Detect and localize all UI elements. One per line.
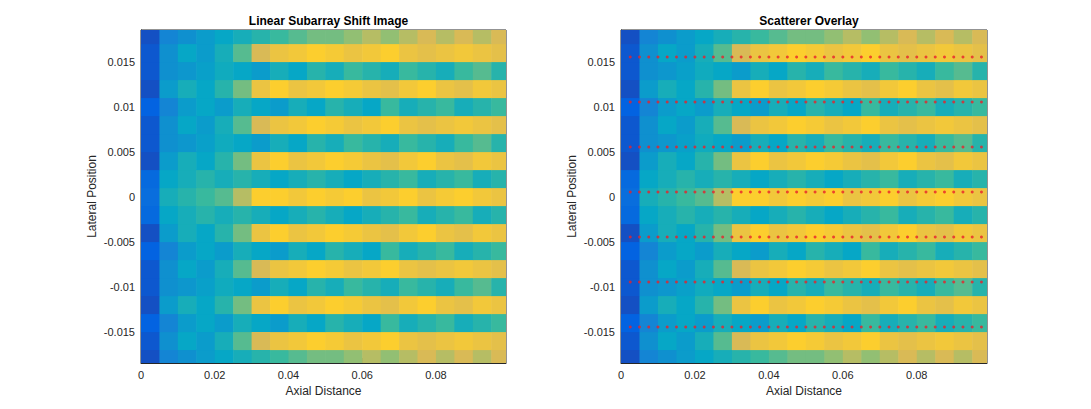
svg-text:-0.01: -0.01 [590,281,615,293]
svg-text:Linear Subarray Shift Image: Linear Subarray Shift Image [249,14,409,28]
svg-text:-0.005: -0.005 [584,236,615,248]
svg-text:0.015: 0.015 [587,56,615,68]
svg-text:0.02: 0.02 [684,369,705,381]
svg-text:0.01: 0.01 [114,101,135,113]
svg-text:0.015: 0.015 [107,56,135,68]
svg-text:0.06: 0.06 [352,369,373,381]
svg-text:0.02: 0.02 [204,369,225,381]
svg-text:Axial Distance: Axial Distance [285,384,361,398]
svg-text:0.04: 0.04 [278,369,299,381]
svg-text:0: 0 [129,191,135,203]
svg-text:-0.005: -0.005 [104,236,135,248]
svg-text:-0.015: -0.015 [104,326,135,338]
svg-text:0.005: 0.005 [587,146,615,158]
svg-text:Lateral Position: Lateral Position [565,155,579,238]
svg-text:Lateral Position: Lateral Position [85,155,99,238]
svg-text:0.04: 0.04 [758,369,779,381]
svg-text:0.005: 0.005 [107,146,135,158]
svg-text:0: 0 [618,369,624,381]
svg-text:0.01: 0.01 [594,101,615,113]
svg-text:0.08: 0.08 [906,369,927,381]
svg-text:0: 0 [138,369,144,381]
svg-text:0.06: 0.06 [832,369,853,381]
svg-text:0: 0 [609,191,615,203]
svg-text:Scatterer Overlay: Scatterer Overlay [759,14,859,28]
svg-text:0.08: 0.08 [425,369,446,381]
svg-text:-0.01: -0.01 [110,281,135,293]
svg-text:-0.015: -0.015 [584,326,615,338]
svg-text:Axial Distance: Axial Distance [766,384,842,398]
